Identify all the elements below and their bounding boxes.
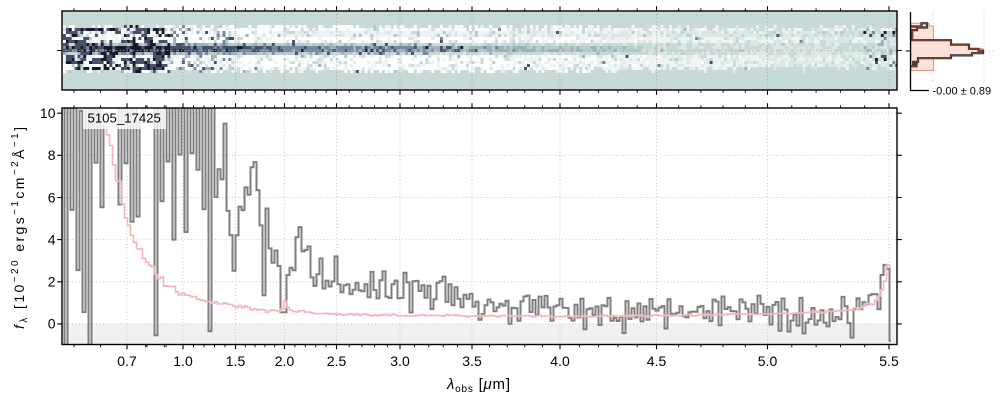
svg-text:8: 8 — [48, 147, 56, 163]
svg-text:4: 4 — [48, 231, 56, 247]
svg-text:0: 0 — [48, 316, 56, 332]
svg-text:2: 2 — [48, 274, 56, 290]
svg-text:2.5: 2.5 — [327, 353, 347, 369]
svg-text:5105_17425: 5105_17425 — [88, 111, 161, 126]
svg-text:6: 6 — [48, 189, 56, 205]
svg-text:1.5: 1.5 — [226, 353, 246, 369]
svg-text:1.0: 1.0 — [173, 353, 193, 369]
svg-text:4.5: 4.5 — [647, 353, 667, 369]
svg-text:λobs [μm]: λobs [μm] — [446, 376, 510, 395]
svg-text:3.5: 3.5 — [462, 353, 482, 369]
svg-text:5.5: 5.5 — [879, 353, 899, 369]
svg-text:4.0: 4.0 — [550, 353, 570, 369]
svg-text:5.0: 5.0 — [758, 353, 778, 369]
svg-text:2.0: 2.0 — [275, 353, 295, 369]
svg-text:-0.00 ± 0.89: -0.00 ± 0.89 — [933, 86, 992, 98]
svg-text:10: 10 — [40, 105, 56, 121]
svg-text:0.7: 0.7 — [117, 353, 137, 369]
svg-text:3.0: 3.0 — [390, 353, 410, 369]
